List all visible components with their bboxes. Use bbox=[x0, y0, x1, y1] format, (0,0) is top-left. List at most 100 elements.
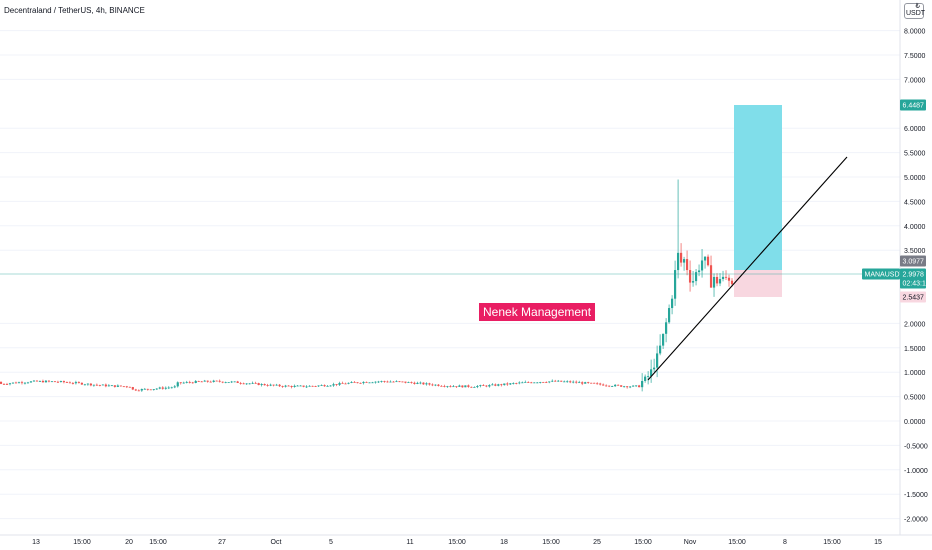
candle-body bbox=[104, 384, 107, 387]
candle-body bbox=[509, 383, 512, 385]
x-tick-label: 15:00 bbox=[634, 539, 652, 546]
candle-body bbox=[203, 380, 206, 382]
y-tick-label: 0.0000 bbox=[904, 419, 926, 426]
candle-body bbox=[614, 384, 617, 387]
annotation-label[interactable]: Nenek Management bbox=[479, 303, 596, 321]
candle-body bbox=[47, 380, 51, 382]
candle-body bbox=[629, 386, 632, 388]
candle-body bbox=[0, 381, 3, 384]
trend-line[interactable] bbox=[647, 156, 848, 381]
candle-body bbox=[491, 384, 494, 386]
candle-body bbox=[608, 385, 611, 387]
candle-body bbox=[350, 382, 353, 383]
candles bbox=[0, 179, 734, 392]
candle-body bbox=[476, 386, 479, 388]
price-axis: 8.0000 7.5000 7.0000 6.0000 5.5000 5.0000 4.50… bbox=[899, 0, 928, 535]
candle-body bbox=[218, 380, 221, 382]
candle-body bbox=[664, 322, 668, 334]
candle-body bbox=[673, 270, 677, 299]
candle-body bbox=[356, 382, 359, 384]
candle-body bbox=[260, 384, 263, 386]
candle-body bbox=[395, 381, 398, 383]
price-tag-text: 2.5437 bbox=[903, 295, 925, 302]
price-tag-text: MANAUSDT bbox=[865, 272, 905, 279]
y-tick-label: 5.5000 bbox=[904, 151, 926, 158]
price-tag-stop: 2.5437 bbox=[900, 291, 926, 303]
x-tick-label: 20 bbox=[125, 539, 133, 546]
candle-body bbox=[449, 386, 452, 388]
candle-body bbox=[703, 256, 707, 261]
candle-body bbox=[712, 276, 716, 288]
candle-body bbox=[404, 381, 407, 383]
candle-body bbox=[413, 382, 416, 384]
x-tick-label: 5 bbox=[329, 539, 333, 546]
candle-body bbox=[200, 381, 203, 383]
candle-body bbox=[77, 382, 80, 383]
candle-body bbox=[215, 380, 218, 382]
candle-body bbox=[302, 385, 305, 387]
candle-body bbox=[335, 384, 338, 385]
candle-body bbox=[269, 384, 272, 386]
candle-body bbox=[191, 382, 194, 384]
candle-body bbox=[661, 333, 665, 346]
x-tick-label: 15:00 bbox=[823, 539, 841, 546]
candle-body bbox=[685, 259, 689, 271]
candle-body bbox=[293, 385, 296, 387]
candle-body bbox=[425, 383, 428, 385]
candle-body bbox=[119, 385, 122, 387]
candle-body bbox=[605, 385, 608, 387]
position-zones bbox=[734, 105, 782, 297]
price-tag-text: 3.0977 bbox=[903, 259, 925, 266]
candle-body bbox=[62, 381, 66, 383]
candle-body bbox=[332, 384, 335, 386]
candle-body bbox=[158, 387, 161, 389]
candle-body bbox=[353, 382, 356, 383]
candle-body bbox=[641, 380, 644, 388]
y-tick-label: -2.0000 bbox=[904, 517, 928, 524]
candle-body bbox=[299, 385, 302, 387]
candle-body bbox=[581, 382, 584, 384]
candle-body bbox=[371, 382, 374, 384]
candle-body bbox=[254, 382, 257, 384]
candle-body bbox=[134, 389, 137, 391]
candle-body bbox=[578, 382, 581, 384]
price-tag-text: 6.4487 bbox=[903, 103, 925, 110]
candle-body bbox=[239, 382, 242, 384]
candle-body bbox=[617, 384, 620, 386]
candle-body bbox=[575, 381, 578, 383]
candle-body bbox=[554, 380, 557, 382]
candle-body bbox=[113, 385, 116, 387]
candle-body bbox=[431, 384, 434, 386]
x-tick-label: 15:00 bbox=[448, 539, 466, 546]
candle-body bbox=[443, 386, 446, 387]
y-tick-label: 2.0000 bbox=[904, 321, 926, 328]
candle-body bbox=[263, 384, 266, 386]
candle-body bbox=[227, 382, 230, 384]
currency-badge[interactable]: ₺ USDT bbox=[904, 3, 925, 19]
candle-body bbox=[290, 386, 293, 387]
candle-body bbox=[287, 385, 290, 387]
candle-body bbox=[248, 383, 251, 385]
candle-body bbox=[221, 381, 224, 383]
candle-body bbox=[497, 384, 500, 386]
candle-body bbox=[41, 380, 45, 383]
candle-body bbox=[20, 382, 24, 384]
candle-body bbox=[83, 384, 86, 386]
x-tick-label: 15:00 bbox=[728, 539, 746, 546]
candle-body bbox=[116, 385, 119, 387]
candle-body bbox=[688, 270, 692, 283]
candle-body bbox=[65, 382, 69, 383]
candle-body bbox=[122, 386, 125, 388]
candle-body bbox=[727, 277, 731, 281]
candle-body bbox=[50, 381, 54, 383]
candle-body bbox=[584, 382, 587, 384]
time-axis: 13 15:00 20 15:00 27 Oct 5 11 15:00 18 15:00 25 15:0… bbox=[0, 534, 932, 546]
candle-body bbox=[374, 381, 377, 383]
candle-body bbox=[422, 382, 425, 385]
candle-body bbox=[626, 386, 629, 388]
candle-body bbox=[551, 380, 554, 382]
candle-body bbox=[266, 385, 269, 386]
candle-body bbox=[650, 369, 653, 377]
y-tick-label: 0.5000 bbox=[904, 395, 926, 402]
